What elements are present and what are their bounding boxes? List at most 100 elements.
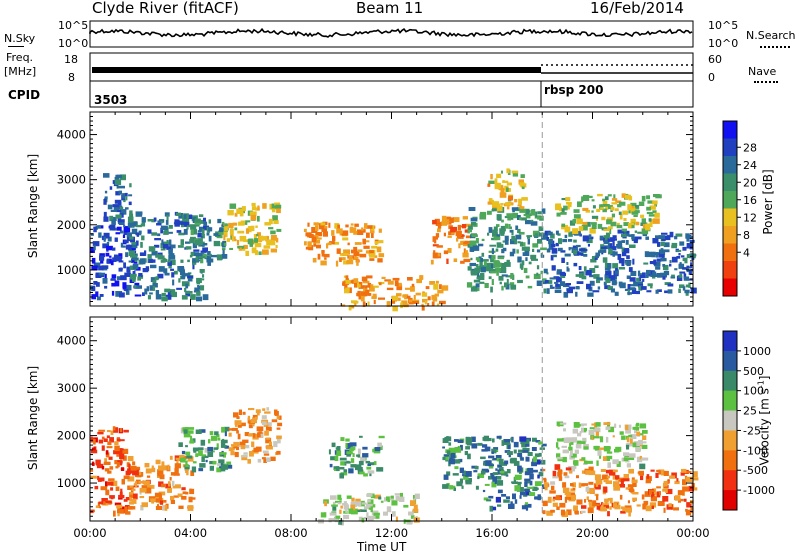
data-cell: [519, 491, 527, 496]
data-cell: [227, 210, 234, 216]
data-cell: [509, 282, 515, 286]
data-cell: [100, 259, 104, 264]
data-cell: [658, 491, 661, 496]
data-cell: [444, 221, 450, 225]
data-cell: [590, 259, 597, 263]
data-cell: [582, 221, 588, 227]
data-cell: [366, 512, 369, 517]
data-cell: [497, 489, 503, 494]
data-cell: [341, 230, 349, 236]
data-cell: [480, 470, 486, 475]
data-cell: [519, 263, 524, 269]
data-cell: [586, 460, 593, 464]
data-cell: [365, 250, 370, 254]
data-cell: [266, 445, 273, 450]
data-cell: [334, 450, 338, 455]
data-cell: [163, 257, 166, 263]
data-cell: [536, 459, 541, 465]
data-cell: [91, 233, 94, 236]
data-cell: [175, 484, 181, 489]
data-cell: [487, 232, 490, 236]
data-cell: [96, 460, 99, 466]
data-cell: [91, 447, 96, 451]
data-cell: [386, 301, 391, 307]
data-cell: [335, 260, 339, 267]
data-cell: [576, 218, 583, 225]
data-cell: [557, 471, 562, 478]
data-cell: [387, 280, 394, 285]
data-cell: [266, 239, 273, 246]
data-cell: [535, 440, 541, 443]
data-cell: [96, 296, 101, 301]
data-cell: [477, 272, 480, 278]
data-cell: [118, 497, 123, 500]
data-cell: [230, 450, 235, 456]
data-cell: [604, 285, 611, 290]
data-cell: [363, 506, 369, 509]
data-cell: [525, 216, 531, 219]
data-cell: [178, 505, 184, 509]
data-cell: [187, 505, 194, 511]
data-cell: [636, 277, 640, 282]
data-cell: [621, 261, 625, 267]
data-cell: [617, 229, 624, 234]
data-cell: [412, 300, 419, 304]
data-cell: [207, 451, 214, 457]
data-cell: [200, 285, 205, 291]
data-cell: [218, 459, 225, 464]
data-cell: [276, 237, 279, 243]
data-cell: [347, 287, 352, 294]
data-cell: [202, 274, 205, 278]
data-cell: [606, 475, 610, 479]
data-cell: [682, 479, 687, 486]
data-cell: [662, 276, 666, 280]
data-cell: [185, 291, 193, 294]
data-cell: [588, 466, 594, 472]
data-cell: [662, 496, 669, 502]
data-cell: [583, 266, 587, 272]
data-cell: [120, 275, 127, 281]
data-cell: [638, 439, 643, 445]
data-cell: [91, 461, 95, 466]
data-cell: [198, 450, 203, 456]
data-cell: [216, 254, 222, 259]
data-cell: [185, 468, 188, 473]
data-cell: [276, 415, 280, 420]
data-cell: [504, 282, 508, 288]
data-cell: [636, 504, 641, 507]
data-cell: [216, 434, 220, 438]
data-cell: [604, 262, 608, 268]
data-cell: [610, 206, 615, 211]
data-cell: [501, 440, 505, 446]
data-cell: [591, 199, 595, 202]
data-cell: [626, 275, 631, 279]
data-cell: [621, 435, 626, 440]
data-cell: [392, 305, 398, 312]
data-cell: [148, 246, 156, 252]
data-cell: [492, 506, 497, 511]
data-cell: [454, 439, 459, 442]
data-cell: [363, 473, 368, 477]
data-cell: [481, 449, 488, 452]
data-cell: [564, 496, 568, 503]
data-cell: [632, 426, 639, 430]
data-cell: [682, 486, 689, 492]
colorbar-swatch: [723, 243, 737, 262]
data-cell: [608, 469, 616, 476]
data-cell: [517, 256, 522, 263]
data-cell: [154, 492, 162, 497]
data-cell: [646, 195, 650, 200]
data-cell: [581, 457, 586, 461]
velocity-colorbar-label-sup: -1: [756, 380, 766, 389]
data-cell: [676, 249, 682, 252]
data-cell: [387, 498, 390, 503]
data-cell: [348, 305, 352, 311]
data-cell: [335, 515, 341, 519]
data-cell: [198, 238, 203, 244]
data-cell: [245, 250, 250, 256]
data-cell: [320, 260, 327, 266]
data-cell: [612, 241, 615, 248]
data-cell: [128, 463, 131, 469]
data-cell: [274, 409, 278, 415]
data-cell: [536, 272, 539, 276]
